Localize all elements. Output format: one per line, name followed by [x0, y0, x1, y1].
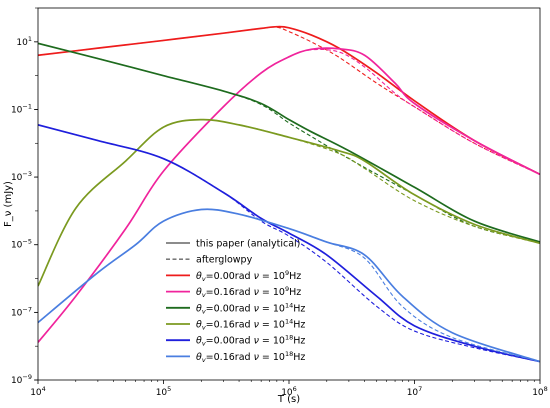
- series-1-afterglowpy-line: [38, 48, 540, 343]
- series-3-afterglowpy-line: [38, 119, 540, 287]
- legend-series-label: θv=0.00rad ν = 109Hz: [196, 269, 301, 283]
- legend: this paper (analytical) afterglowpy θv=0.0…: [166, 239, 305, 364]
- series-layer: [38, 25, 540, 363]
- x-tick-label: 108: [532, 385, 548, 398]
- x-axis-label: T (s): [277, 394, 300, 405]
- legend-series-label: θv=0.00rad ν = 1014Hz: [196, 301, 305, 315]
- series-4-analytical-line: [38, 124, 540, 363]
- y-tick-label: 10−1: [11, 102, 32, 115]
- legend-series-label: θv=0.16rad ν = 1018Hz: [196, 350, 305, 364]
- legend-style-label: this paper (analytical): [196, 239, 300, 250]
- series-4-afterglowpy-line: [38, 124, 540, 363]
- plot-area: [38, 8, 540, 380]
- x-tick-label: 105: [156, 385, 172, 398]
- y-axis-label: F_ν (mJy): [3, 181, 14, 227]
- series-2-analytical-line: [38, 42, 540, 243]
- legend-series-label: θv=0.16rad ν = 109Hz: [196, 285, 301, 299]
- x-tick-label: 107: [407, 385, 423, 398]
- x-tick-label: 106: [281, 385, 297, 398]
- legend-series-label: θv=0.00rad ν = 1018Hz: [196, 334, 305, 348]
- legend-series-label: θv=0.16rad ν = 1014Hz: [196, 318, 305, 332]
- y-tick-label: 10−5: [11, 238, 32, 251]
- series-3-analytical-line: [38, 118, 540, 287]
- y-tick-label: 10−3: [11, 170, 32, 183]
- x-tick-label: 104: [30, 385, 46, 398]
- series-0-afterglowpy-line: [38, 26, 540, 175]
- y-tick-label: 101: [16, 35, 32, 48]
- tick-layer: 104 105 106 107 108 10−9 10−7 10−5 10−3 10−1 101: [11, 7, 548, 398]
- y-tick-label: 10−9: [11, 373, 32, 386]
- legend-style-label: afterglowpy: [196, 255, 253, 266]
- series-5-afterglowpy-line: [38, 208, 540, 363]
- y-tick-label: 10−7: [11, 305, 32, 318]
